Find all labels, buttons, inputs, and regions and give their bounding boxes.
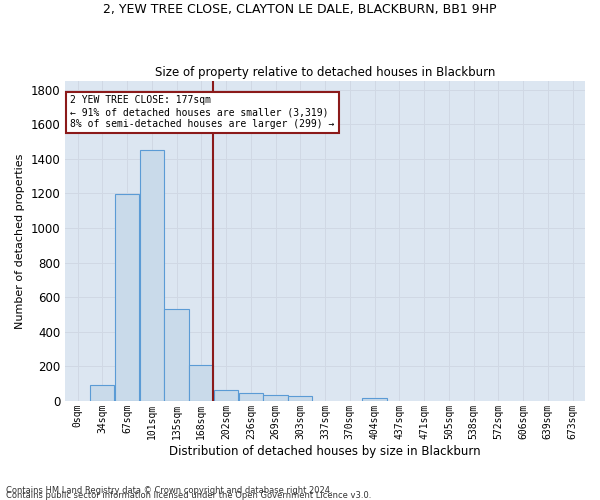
Bar: [288, 396, 313, 401]
Bar: [115, 194, 139, 401]
Bar: [362, 398, 387, 401]
Text: Contains public sector information licensed under the Open Government Licence v3: Contains public sector information licen…: [6, 490, 371, 500]
Bar: [90, 386, 115, 401]
Text: Contains HM Land Registry data © Crown copyright and database right 2024.: Contains HM Land Registry data © Crown c…: [6, 486, 332, 495]
Text: 2, YEW TREE CLOSE, CLAYTON LE DALE, BLACKBURN, BB1 9HP: 2, YEW TREE CLOSE, CLAYTON LE DALE, BLAC…: [103, 2, 497, 16]
Y-axis label: Number of detached properties: Number of detached properties: [15, 154, 25, 328]
Title: Size of property relative to detached houses in Blackburn: Size of property relative to detached ho…: [155, 66, 495, 78]
Bar: [140, 150, 164, 401]
X-axis label: Distribution of detached houses by size in Blackburn: Distribution of detached houses by size …: [169, 444, 481, 458]
Bar: [189, 366, 214, 401]
Bar: [239, 392, 263, 401]
Text: 2 YEW TREE CLOSE: 177sqm
← 91% of detached houses are smaller (3,319)
8% of semi: 2 YEW TREE CLOSE: 177sqm ← 91% of detach…: [70, 96, 335, 128]
Bar: [263, 395, 288, 401]
Bar: [214, 390, 238, 401]
Bar: [164, 310, 188, 401]
